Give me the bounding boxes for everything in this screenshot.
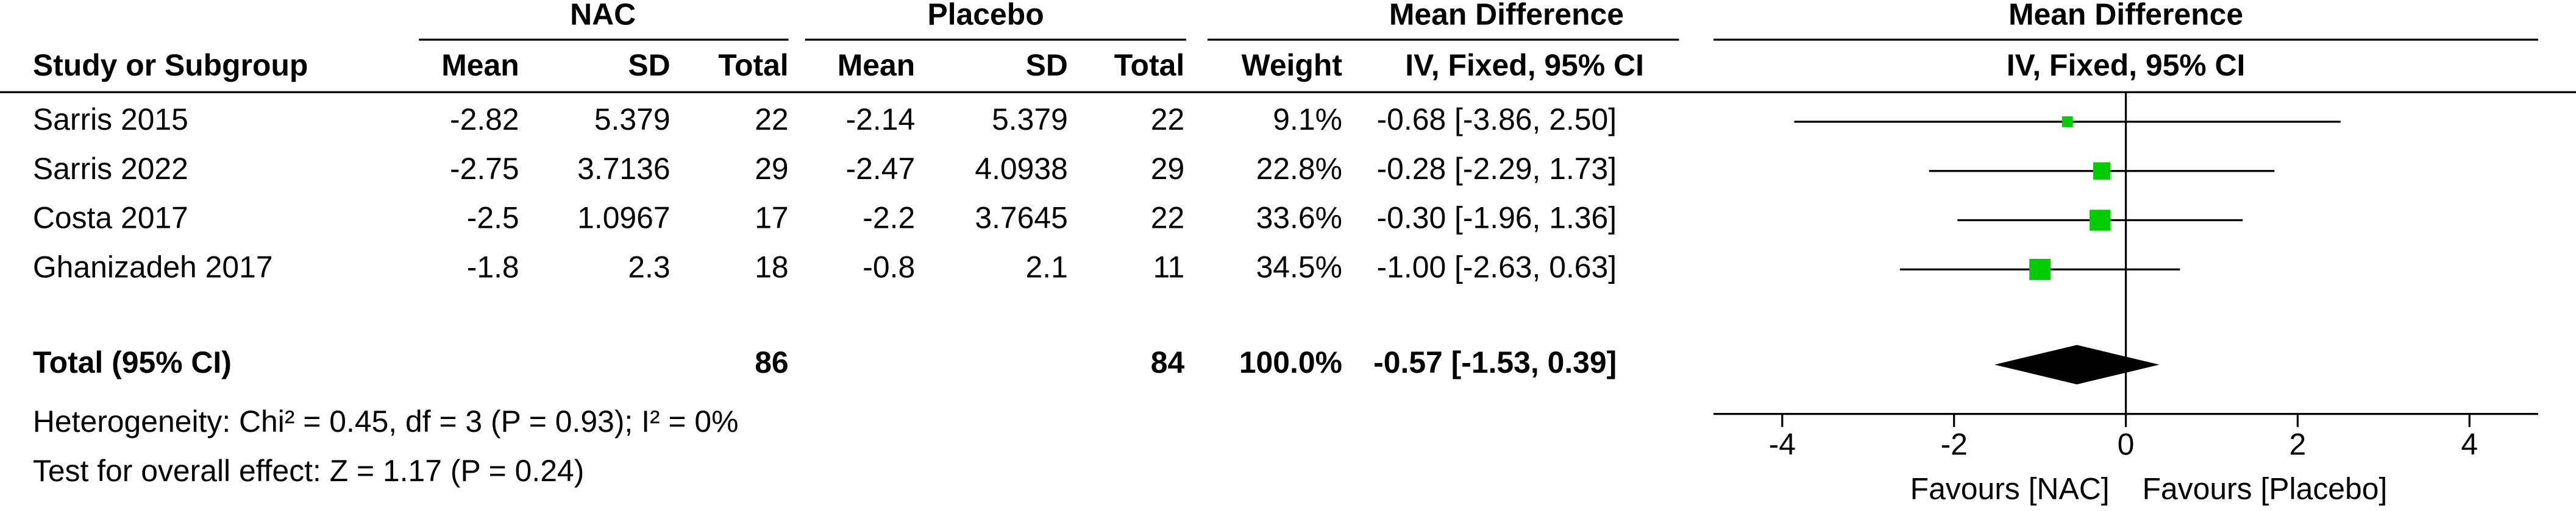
cell-text: -0.8 <box>863 250 915 284</box>
cell-text: -2.14 <box>846 102 916 136</box>
favours-label: Favours [Placebo] <box>2142 471 2387 506</box>
cell-text: -0.30 [-1.96, 1.36] <box>1377 201 1617 235</box>
favours-label: Favours [NAC] <box>1910 471 2110 506</box>
cell-text: -2.5 <box>467 201 519 235</box>
x-tick-label: -2 <box>1940 428 1967 462</box>
column-header: SD <box>628 48 670 82</box>
cell-text: Sarris 2015 <box>33 102 188 136</box>
column-header: Total <box>1114 48 1184 82</box>
cell-text: 34.5% <box>1256 250 1342 284</box>
effect-square <box>2090 210 2111 231</box>
effect-square <box>2093 162 2111 180</box>
cell-text: 2.1 <box>1026 250 1068 284</box>
cell-text: 3.7136 <box>577 152 671 186</box>
cell-text: -2.75 <box>450 152 519 186</box>
cell-text: 2.3 <box>628 250 670 284</box>
cell-text: 11 <box>1153 250 1184 284</box>
column-header: IV, Fixed, 95% CI <box>1405 48 1644 82</box>
x-tick-label: 2 <box>2290 428 2307 462</box>
total-diamond <box>1994 345 2160 385</box>
cell-text: -0.28 [-2.29, 1.73] <box>1377 152 1617 186</box>
cell-text: 3.7645 <box>975 201 1068 235</box>
group-header: Placebo <box>927 0 1044 32</box>
cell-text: 29 <box>1151 152 1184 186</box>
column-header: Weight <box>1242 48 1342 82</box>
cell-text: Costa 2017 <box>33 201 188 235</box>
cell-text: -0.57 [-1.53, 0.39] <box>1373 345 1617 379</box>
cell-text: -2.2 <box>863 201 915 235</box>
cell-text: Ghanizadeh 2017 <box>33 250 273 284</box>
column-header: SD <box>1026 48 1068 82</box>
column-header: Total <box>718 48 788 82</box>
column-header: Study or Subgroup <box>33 48 308 82</box>
x-tick-label: 0 <box>2118 428 2135 462</box>
effect-square <box>2062 116 2073 127</box>
cell-text: 18 <box>755 250 788 284</box>
cell-text: Sarris 2022 <box>33 152 188 186</box>
cell-text: -1.00 [-2.63, 0.63] <box>1377 250 1617 284</box>
cell-text: 22.8% <box>1256 152 1342 186</box>
cell-text: 1.0967 <box>577 201 671 235</box>
footnote: Test for overall effect: Z = 1.17 (P = 0… <box>33 454 584 488</box>
x-tick-label: -4 <box>1769 428 1796 462</box>
cell-text: -1.8 <box>467 250 519 284</box>
x-tick-label: 4 <box>2461 428 2478 462</box>
cell-text: 5.379 <box>992 102 1068 136</box>
cell-text: 5.379 <box>594 102 671 136</box>
column-header: Mean <box>441 48 519 82</box>
cell-text: 86 <box>755 345 788 379</box>
cell-text: 100.0% <box>1239 345 1342 379</box>
cell-text: 33.6% <box>1256 201 1342 235</box>
column-header: IV, Fixed, 95% CI <box>2007 48 2246 82</box>
cell-text: 22 <box>1151 201 1184 235</box>
cell-text: 84 <box>1151 345 1185 379</box>
cell-text: -2.82 <box>450 102 519 136</box>
group-header: Mean Difference <box>1389 0 1624 32</box>
cell-text: 17 <box>755 201 788 235</box>
cell-text: 4.0938 <box>975 152 1068 186</box>
effect-square <box>2029 258 2051 280</box>
cell-text: 22 <box>1151 102 1184 136</box>
cell-text: 22 <box>755 102 788 136</box>
column-header: Mean <box>838 48 915 82</box>
cell-text: 9.1% <box>1273 102 1342 136</box>
cell-text: -2.47 <box>846 152 916 186</box>
group-header: Mean Difference <box>2008 0 2243 32</box>
cell-text: 29 <box>755 152 788 186</box>
cell-text: -0.68 [-3.86, 2.50] <box>1377 102 1617 136</box>
cell-text: Total (95% CI) <box>33 345 232 379</box>
group-header: NAC <box>570 0 636 32</box>
footnote: Heterogeneity: Chi² = 0.45, df = 3 (P = … <box>33 404 739 439</box>
